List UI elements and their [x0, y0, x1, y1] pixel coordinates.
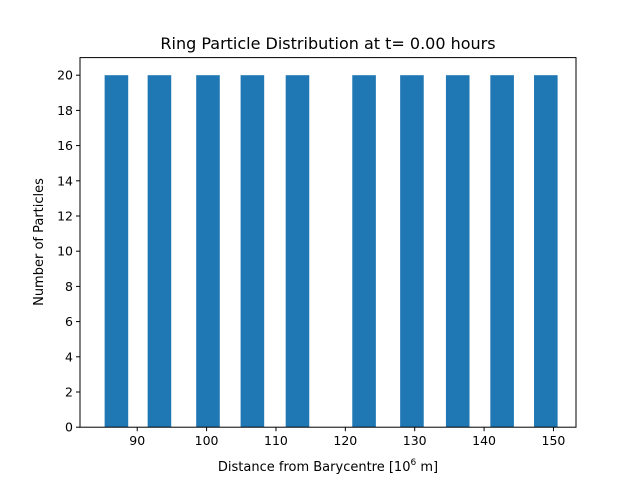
bars-group [104, 75, 558, 428]
chart-title: Ring Particle Distribution at t= 0.00 ho… [160, 34, 495, 53]
x-axis-ticks: 90 100 110 120 130 140 150 [129, 427, 565, 448]
plot-frame [79, 57, 577, 428]
bar [196, 75, 220, 428]
bar [400, 75, 424, 428]
x-tick-label: 100 [195, 433, 219, 448]
x-axis-label-suffix: m] [416, 460, 438, 475]
y-tick-label: 4 [65, 349, 73, 364]
bar [352, 75, 376, 428]
bar [490, 75, 514, 428]
bar [445, 75, 470, 428]
x-tick-label: 130 [403, 433, 427, 448]
bar [534, 75, 558, 428]
y-tick-label: 0 [65, 420, 73, 435]
y-tick-label: 6 [65, 314, 73, 329]
y-axis-label: Number of Particles [32, 178, 47, 306]
x-tick-label: 110 [264, 433, 288, 448]
x-axis-label-exponent: 6 [410, 458, 416, 468]
x-tick-label: 150 [542, 433, 566, 448]
y-tick-label: 18 [57, 103, 73, 118]
x-axis-label: Distance from Barycentre [106 m] [218, 458, 438, 475]
bar [104, 75, 129, 428]
x-tick-label: 120 [333, 433, 357, 448]
y-tick-label: 14 [57, 173, 73, 188]
bar [240, 75, 265, 428]
y-tick-label: 16 [57, 138, 73, 153]
bar [147, 75, 172, 428]
x-axis-label-prefix: Distance from Barycentre [10 [218, 460, 411, 475]
x-tick-label: 90 [129, 433, 145, 448]
y-tick-label: 10 [57, 244, 73, 259]
y-axis-ticks: 0 2 4 6 8 10 12 14 16 18 20 [57, 68, 80, 435]
bar [285, 75, 310, 428]
y-tick-label: 2 [65, 385, 73, 400]
x-tick-label: 140 [472, 433, 496, 448]
y-tick-label: 20 [57, 68, 73, 83]
y-tick-label: 12 [57, 209, 73, 224]
y-tick-label: 8 [65, 279, 73, 294]
